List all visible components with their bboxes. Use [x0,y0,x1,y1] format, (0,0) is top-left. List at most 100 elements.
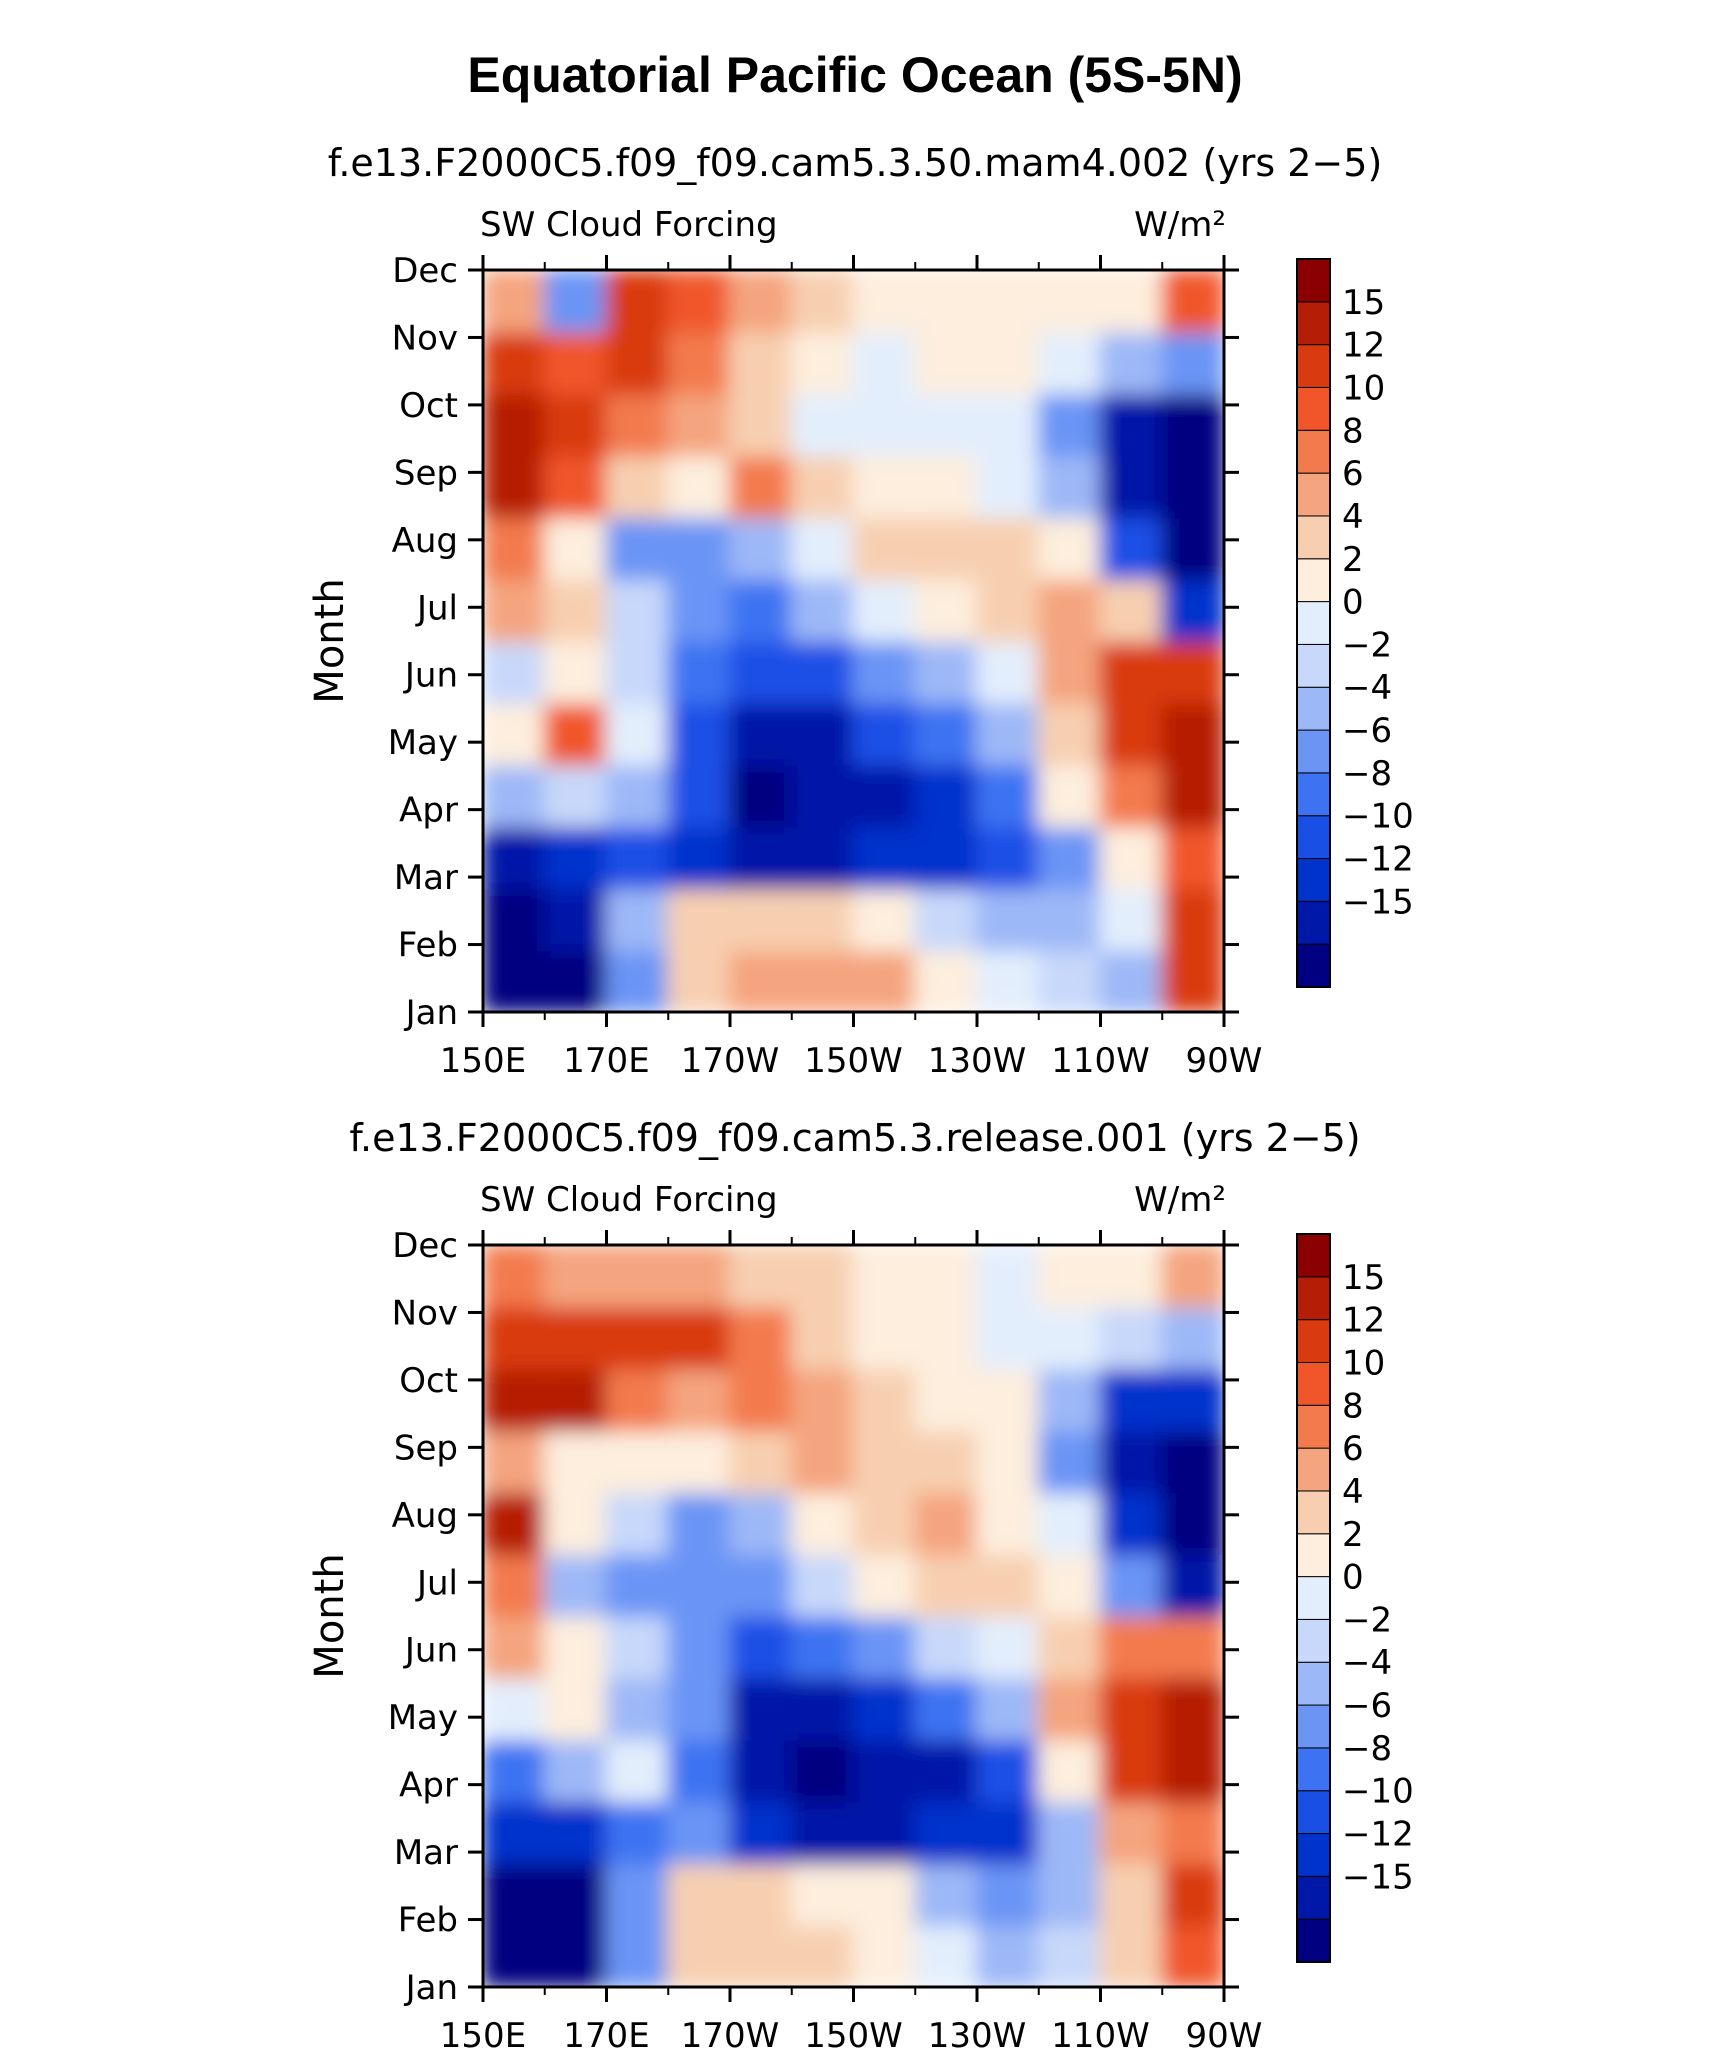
heatmap-cell [976,392,1040,457]
heatmap-cell [852,640,917,704]
colorbar-swatch [1296,1833,1331,1877]
heatmap-cell [1099,1615,1164,1679]
heatmap-cell [914,1245,979,1308]
heatmap-cell [790,1615,855,1679]
heatmap-cell [976,1429,1040,1494]
heatmap-cell [543,1676,608,1741]
heatmap-cell [1099,640,1164,704]
heatmap-cell [1161,1553,1224,1617]
y-tick-label: Jul [415,588,458,628]
heatmap-cell [543,763,608,828]
heatmap-cell [852,1862,917,1927]
colorbar-label: 10 [1342,1343,1385,1383]
heatmap-cell [1099,1429,1164,1494]
heatmap-cell [1161,1305,1224,1370]
heatmap-cell [1037,701,1102,766]
heatmap-cell [790,825,855,890]
colorbar-label: 0 [1342,583,1364,623]
heatmap-cell [667,1491,732,1556]
heatmap-cell [543,1738,608,1803]
colorbar-swatch [1296,601,1331,645]
heatmap-cell [729,330,793,395]
heatmap-cell [667,1305,732,1370]
heatmap-cell [914,1553,979,1617]
heatmap-cell [667,1800,732,1865]
colorbar-swatch [1296,1233,1331,1278]
heatmap-cell [1099,949,1164,1012]
heatmap-cell [729,1491,793,1556]
colorbar-label: −6 [1342,1686,1392,1726]
heatmap-cell [852,578,917,642]
heatmap-cell [1099,1862,1164,1927]
heatmap-cell [605,825,670,890]
colorbar-swatch [1296,1875,1331,1920]
colorbar-label: 15 [1342,1258,1385,1298]
heatmap-cell [790,1738,855,1803]
heatmap-cell [976,825,1040,890]
y-tick-label: Oct [399,1361,458,1401]
colorbar-label: 8 [1342,411,1364,451]
heatmap-cell [790,516,855,581]
heatmap-cell [976,1367,1040,1432]
heatmap-cell [667,640,732,704]
colorbar-swatch [1296,1618,1331,1663]
heatmap-cell [790,1429,855,1494]
heatmap-cell [543,1615,608,1679]
heatmap-cell [543,887,608,952]
heatmap-cell [605,1800,670,1865]
heatmap-cell [976,640,1040,704]
heatmap-cell [1037,1367,1102,1432]
heatmap-cell [729,1800,793,1865]
heatmap-cell [1099,1676,1164,1741]
heatmap-cell [729,1245,793,1308]
heatmap-cell [605,640,670,704]
colorbar-label: 8 [1342,1386,1364,1426]
colorbar-swatch [1296,1576,1331,1620]
heatmap-cell [852,701,917,766]
heatmap-cell [1037,1245,1102,1308]
y-tick-label: Mar [394,858,458,898]
heatmap-cell [852,1367,917,1432]
heatmap-cell [605,1245,670,1308]
heatmap-cell [483,763,546,828]
heatmap-cell [1037,1676,1102,1741]
heatmap-cell [543,701,608,766]
colorbar-label: −10 [1342,1772,1414,1812]
heatmap-cell [729,1924,793,1987]
heatmap-cell [790,1553,855,1617]
heatmap-cell [543,1553,608,1617]
heatmap-cell [483,1676,546,1741]
heatmap-cell [1037,578,1102,642]
colorbar-swatch [1296,515,1331,560]
heatmap-cell [729,640,793,704]
y-tick-label: May [388,723,458,763]
heatmap-cell [976,516,1040,581]
y-tick-label: Dec [392,251,458,291]
heatmap-cell [976,330,1040,395]
axis-ticks [468,1230,1239,2002]
heatmap-cell [1099,454,1164,519]
heatmap-cell [1161,1491,1224,1556]
x-tick-label: 170E [563,1041,649,1081]
y-tick-label: Jul [415,1563,458,1603]
y-tick-label: Jan [404,1968,458,2008]
heatmap-cell [729,1305,793,1370]
heatmap-cell [1161,825,1224,890]
heatmap-cell [1037,640,1102,704]
y-tick-label: Dec [392,1226,458,1266]
y-tick-label: Sep [394,453,458,493]
heatmap-cell [543,270,608,333]
heatmap-cell [1161,516,1224,581]
heatmap-cell [483,825,546,890]
x-tick-label: 110W [1051,2016,1150,2056]
colorbar-label: 12 [1342,1301,1385,1341]
heatmap-cell [543,1367,608,1432]
heatmap-cell [667,1738,732,1803]
heatmap-cell [667,701,732,766]
heatmap-cell [914,1305,979,1370]
heatmap-cell [790,640,855,704]
heatmap-cell [976,1553,1040,1617]
heatmap-cell [605,578,670,642]
heatmap-cell [667,1615,732,1679]
colorbar-label: 12 [1342,326,1385,366]
